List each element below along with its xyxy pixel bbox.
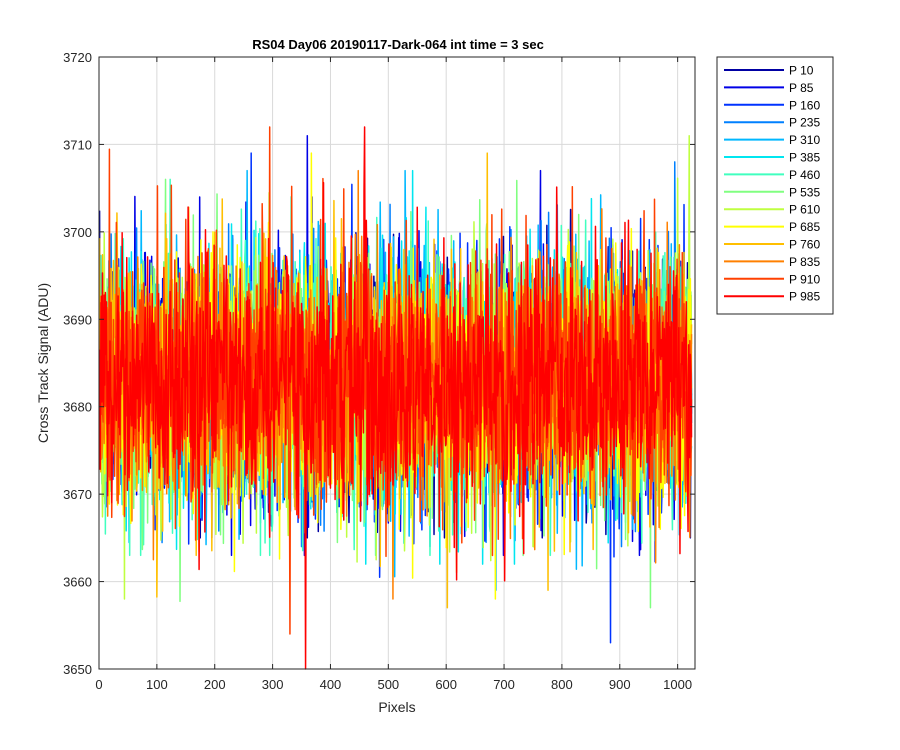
legend: P 10 P 85 P 160 P 235 P 310 P 385 P 460 P 535 P … xyxy=(716,56,834,315)
legend-label-p535: P 535 xyxy=(789,185,820,199)
x-tick-label: 1000 xyxy=(663,677,692,692)
chart-title: RS04 Day06 20190117-Dark-064 int time = … xyxy=(252,37,544,52)
x-tick-label: 500 xyxy=(377,677,399,692)
x-tick-label: 200 xyxy=(204,677,226,692)
y-tick-label: 3670 xyxy=(63,487,92,502)
plot-frame xyxy=(98,56,696,670)
legend-label-p160: P 160 xyxy=(789,98,820,112)
legend-label-p385: P 385 xyxy=(789,151,820,165)
legend-label-p985: P 985 xyxy=(789,290,820,304)
y-tick-label: 3690 xyxy=(63,312,92,327)
y-tick-label: 3650 xyxy=(63,662,92,677)
legend-label-p310: P 310 xyxy=(789,133,820,147)
y-tick-label: 3680 xyxy=(63,400,92,415)
legend-label-p460: P 460 xyxy=(789,168,820,182)
x-tick-label: 100 xyxy=(146,677,168,692)
y-tick-label: 3710 xyxy=(63,137,92,152)
x-tick-label: 400 xyxy=(320,677,342,692)
legend-label-p235: P 235 xyxy=(789,116,820,130)
legend-label-p85: P 85 xyxy=(789,81,814,95)
legend-label-p10: P 10 xyxy=(789,64,814,78)
x-tick-label: 0 xyxy=(95,677,102,692)
legend-label-p760: P 760 xyxy=(789,238,820,252)
legend-box xyxy=(716,56,834,315)
series-line-p985 xyxy=(98,126,693,670)
y-tick-label: 3660 xyxy=(63,575,92,590)
axis-ticks: 0 100 200 300 400 500 600 700 800 900 1000 3650 3660… xyxy=(63,50,695,692)
x-tick-label: 700 xyxy=(493,677,515,692)
x-tick-label: 600 xyxy=(435,677,457,692)
x-axis-title: Pixels xyxy=(378,699,415,715)
y-tick-label: 3700 xyxy=(63,225,92,240)
series-lines xyxy=(98,126,693,670)
x-tick-label: 300 xyxy=(262,677,284,692)
legend-label-p685: P 685 xyxy=(789,220,820,234)
y-tick-label: 3720 xyxy=(63,50,92,65)
x-tick-label: 900 xyxy=(609,677,631,692)
legend-label-p910: P 910 xyxy=(789,272,820,286)
legend-label-p610: P 610 xyxy=(789,203,820,217)
y-axis-title: Cross Track Signal (ADU) xyxy=(35,283,51,443)
x-tick-label: 800 xyxy=(551,677,573,692)
legend-label-p835: P 835 xyxy=(789,255,820,269)
